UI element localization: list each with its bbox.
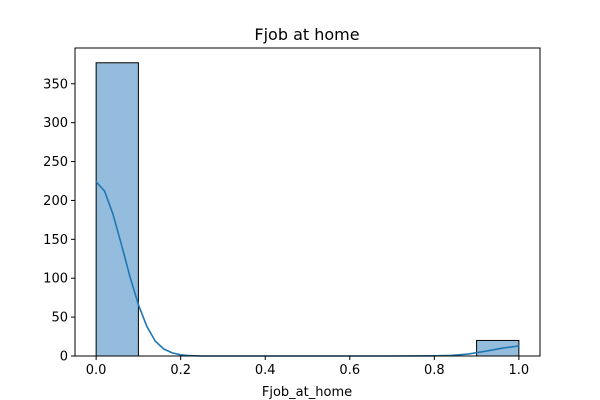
y-tick-label: 300 [43,116,68,131]
x-axis: 0.0 0.2 0.4 0.6 0.8 1.0 [86,356,529,378]
y-tick-label: 350 [43,77,68,92]
x-tick-label: 0.6 [339,363,360,378]
x-tick-label: 0.8 [424,363,445,378]
chart-title: Fjob at home [254,25,359,44]
x-axis-label: Fjob_at_home [262,385,352,400]
y-tick-label: 100 [43,272,68,287]
x-tick-label: 0.0 [86,363,107,378]
x-tick-label: 1.0 [509,363,530,378]
histogram-bar [95,62,139,357]
axes-frame [74,47,541,357]
y-tick-label: 0 [60,350,68,365]
y-axis: 0 50 100 150 200 250 300 350 [43,77,75,365]
y-tick-label: 200 [43,194,68,209]
plot-area [95,62,520,357]
y-tick-label: 250 [43,155,68,170]
y-tick-label: 50 [51,311,68,326]
y-tick-label: 150 [43,233,68,248]
kde-line [95,180,520,357]
x-tick-label: 0.4 [255,363,276,378]
x-tick-label: 0.2 [170,363,191,378]
